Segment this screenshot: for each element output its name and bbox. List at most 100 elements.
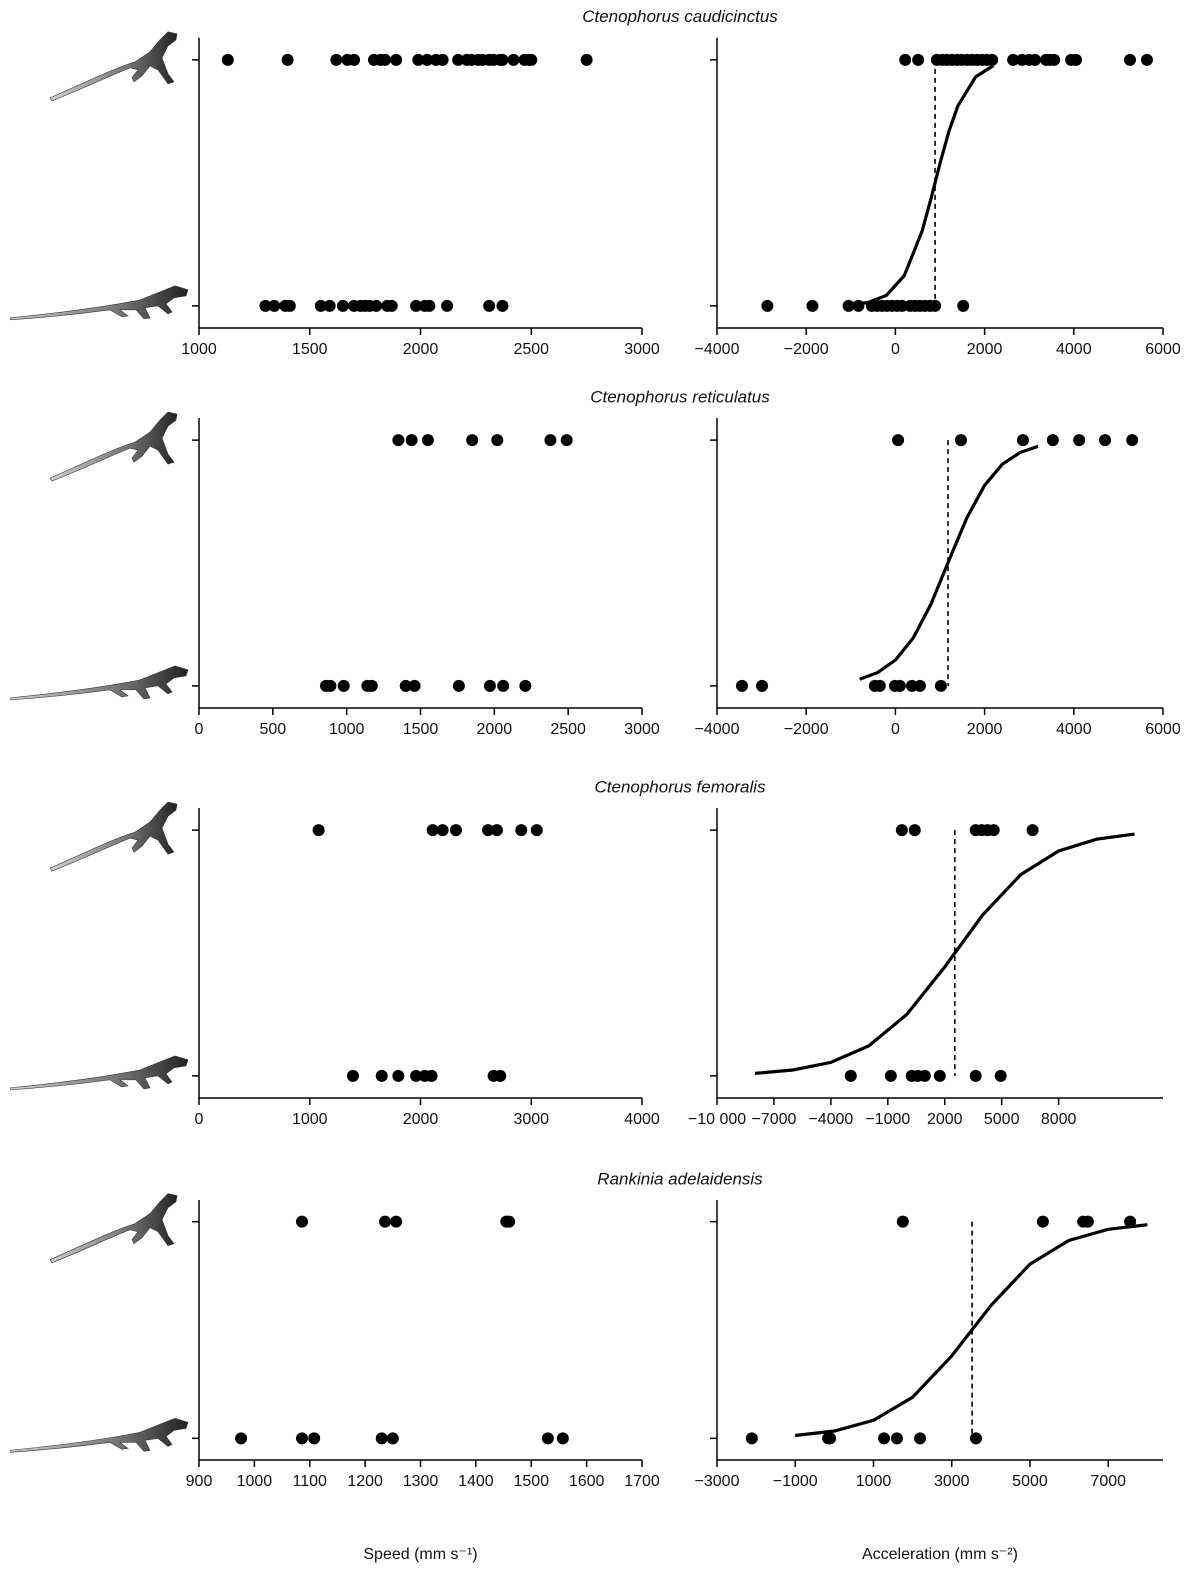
- x-tick-label: 1000: [856, 1473, 892, 1490]
- data-point: [929, 299, 942, 312]
- data-point: [908, 824, 921, 837]
- data-point: [892, 434, 905, 447]
- data-point: [1070, 53, 1083, 66]
- data-point: [954, 434, 967, 447]
- data-point: [386, 1432, 399, 1445]
- data-point: [918, 1069, 931, 1082]
- data-point: [496, 53, 509, 66]
- data-point: [969, 1432, 982, 1445]
- data-point: [410, 299, 423, 312]
- data-point: [375, 1432, 388, 1445]
- x-axis-label: Speed (mm s⁻¹): [363, 1546, 477, 1563]
- data-point: [503, 1215, 516, 1228]
- data-point: [323, 299, 336, 312]
- data-point: [541, 1432, 554, 1445]
- x-tick-label: 6000: [1145, 721, 1181, 738]
- x-tick-label: −2000: [784, 341, 829, 358]
- x-tick-label: 5000: [1012, 1473, 1048, 1490]
- data-point: [259, 299, 272, 312]
- x-tick-label: −1000: [865, 1111, 910, 1128]
- x-tick-label: 4000: [1056, 721, 1092, 738]
- x-tick-label: 2000: [403, 341, 439, 358]
- data-point: [346, 1069, 359, 1082]
- data-point: [884, 1069, 897, 1082]
- data-point: [1073, 434, 1086, 447]
- data-point: [842, 299, 855, 312]
- data-point: [1126, 434, 1139, 447]
- data-point: [423, 299, 436, 312]
- data-point: [986, 53, 999, 66]
- panel-title: Ctenophorus caudicinctus: [582, 7, 778, 26]
- data-point: [1046, 434, 1059, 447]
- data-point: [497, 679, 510, 692]
- data-point: [235, 1432, 248, 1445]
- data-point: [735, 679, 748, 692]
- data-point: [336, 299, 349, 312]
- data-point: [268, 299, 281, 312]
- bipedal-lizard: [50, 1193, 178, 1263]
- data-point: [426, 824, 439, 837]
- x-tick-label: 2000: [403, 1111, 439, 1128]
- bipedal-lizard: [50, 411, 178, 482]
- x-tick-label: 0: [891, 341, 900, 358]
- x-tick-label: −10 000: [688, 1111, 746, 1128]
- logistic-curve: [754, 832, 1135, 1075]
- x-tick-label: 1300: [403, 1473, 439, 1490]
- data-point: [1026, 824, 1039, 837]
- data-point: [530, 824, 543, 837]
- data-point: [852, 299, 865, 312]
- quadrupedal-lizard: [10, 285, 189, 321]
- data-point: [519, 679, 532, 692]
- data-point: [490, 824, 503, 837]
- data-point: [483, 299, 496, 312]
- bipedal-lizard: [50, 31, 178, 102]
- data-point: [913, 679, 926, 692]
- x-tick-label: −1000: [773, 1473, 818, 1490]
- x-tick-label: 1000: [329, 721, 365, 738]
- x-tick-label: 2500: [550, 721, 586, 738]
- x-tick-label: 2000: [927, 1111, 963, 1128]
- data-point: [1007, 53, 1020, 66]
- data-point: [1016, 434, 1029, 447]
- data-point: [1048, 53, 1061, 66]
- x-tick-label: 3000: [513, 1111, 549, 1128]
- x-tick-label: 1200: [347, 1473, 383, 1490]
- data-point: [399, 679, 412, 692]
- data-point: [987, 824, 1000, 837]
- x-tick-label: −4000: [808, 1111, 853, 1128]
- logistic-curve: [850, 64, 995, 307]
- data-point: [392, 434, 405, 447]
- data-point: [330, 53, 343, 66]
- data-point: [895, 824, 908, 837]
- data-point: [1028, 53, 1041, 66]
- data-point: [824, 1432, 837, 1445]
- data-point: [1140, 53, 1153, 66]
- data-point: [283, 299, 296, 312]
- data-point: [896, 1215, 909, 1228]
- x-tick-label: 1000: [237, 1473, 273, 1490]
- data-point: [1124, 1215, 1137, 1228]
- x-tick-label: −7000: [751, 1111, 796, 1128]
- data-point: [452, 679, 465, 692]
- data-point: [933, 1069, 946, 1082]
- data-point: [483, 679, 496, 692]
- data-point: [449, 824, 462, 837]
- x-tick-label: 1000: [292, 1111, 328, 1128]
- x-tick-label: 6000: [1145, 341, 1181, 358]
- x-tick-label: 2000: [967, 341, 1003, 358]
- data-point: [494, 1069, 507, 1082]
- data-point: [421, 434, 434, 447]
- data-point: [410, 1069, 423, 1082]
- data-point: [806, 299, 819, 312]
- data-point: [1099, 434, 1112, 447]
- x-tick-label: 1700: [624, 1473, 660, 1490]
- x-tick-label: 1000: [181, 341, 217, 358]
- x-tick-label: 0: [195, 721, 204, 738]
- x-tick-label: −4000: [695, 341, 740, 358]
- data-point: [934, 679, 947, 692]
- quadrupedal-lizard: [10, 1055, 189, 1091]
- panel-title: Rankinia adelaidensis: [597, 1169, 763, 1188]
- x-tick-label: 1500: [513, 1473, 549, 1490]
